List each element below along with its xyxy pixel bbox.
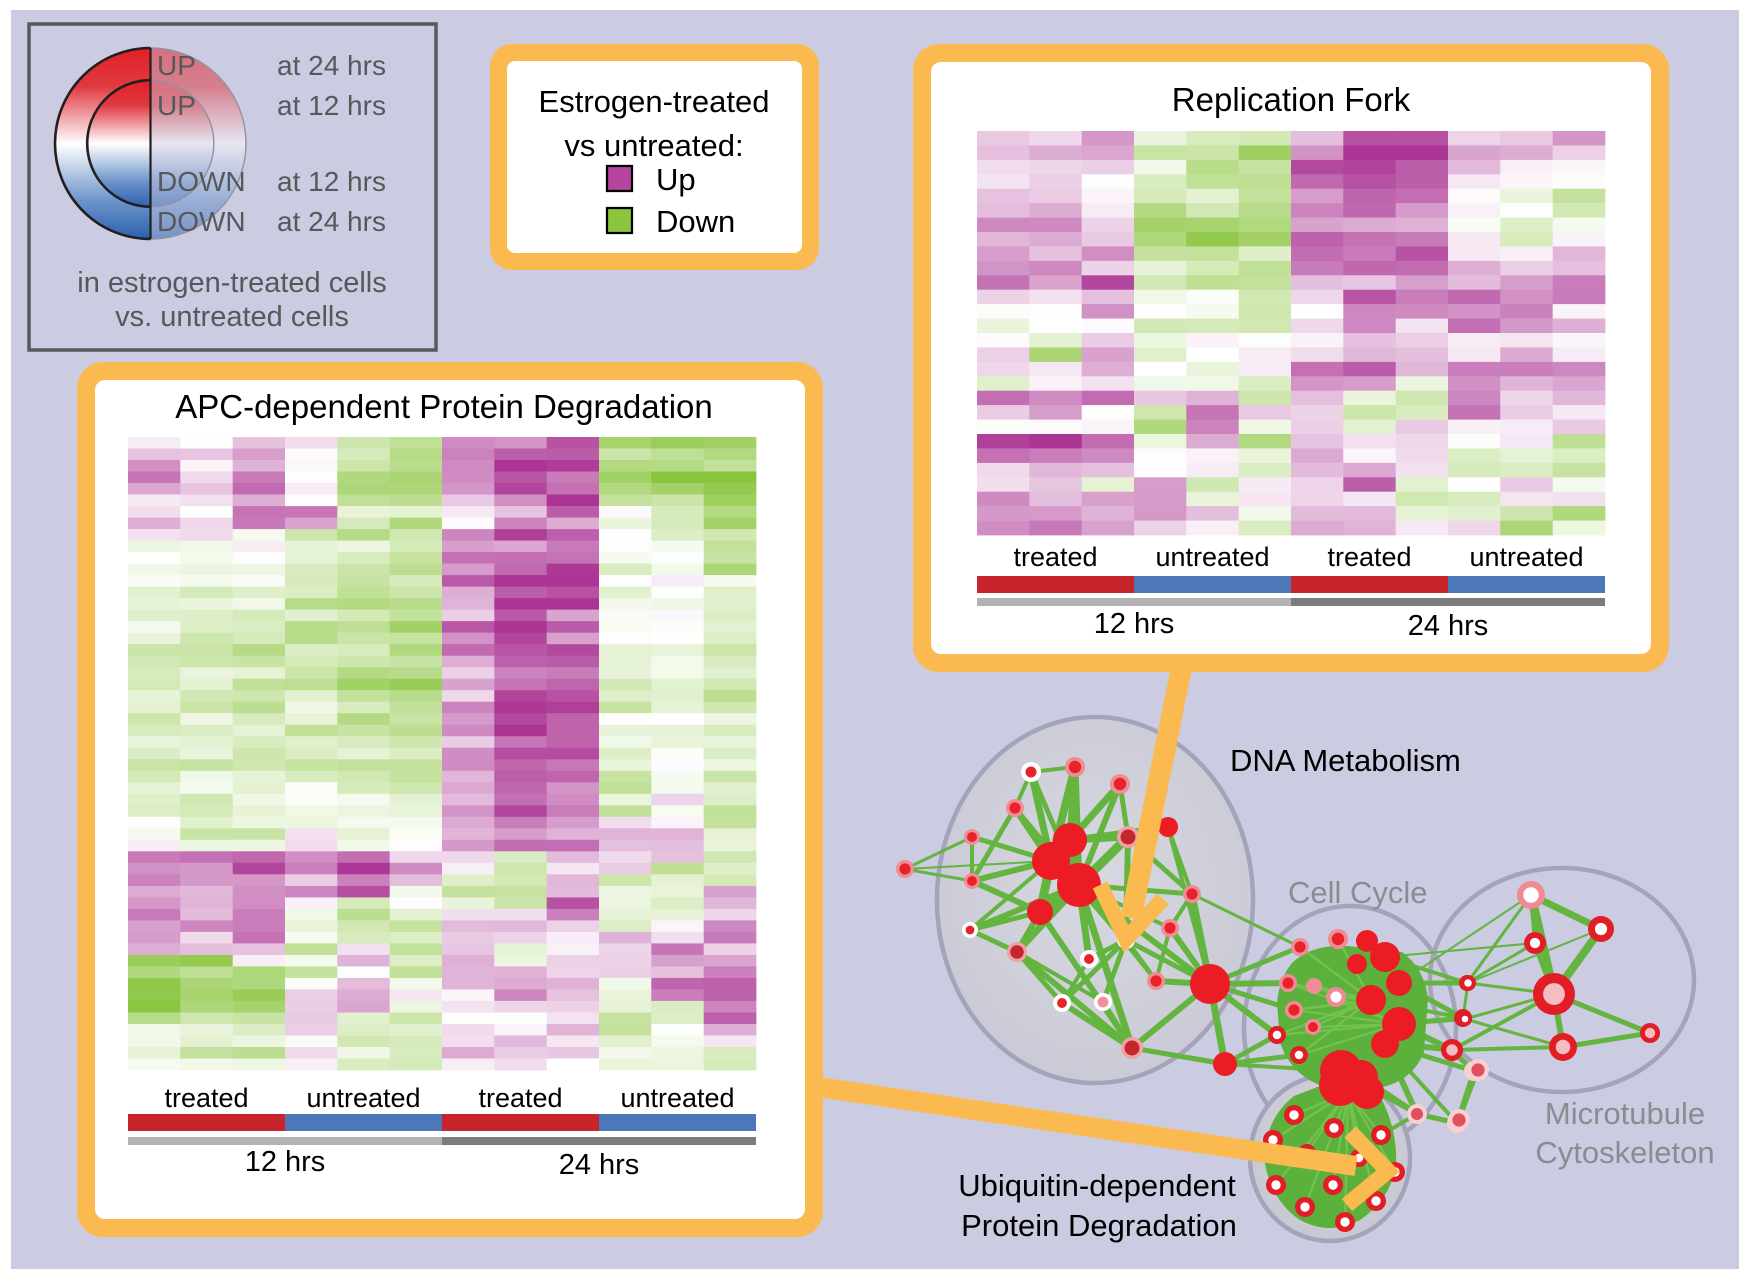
svg-text:vs untreated:: vs untreated: [564, 128, 743, 163]
svg-text:untreated: untreated [1155, 542, 1269, 572]
svg-text:treated: treated [164, 1083, 248, 1113]
svg-text:Down: Down [656, 204, 735, 239]
svg-text:Ubiquitin-dependent: Ubiquitin-dependent [958, 1168, 1236, 1203]
svg-text:Up: Up [656, 162, 696, 197]
svg-text:Microtubule: Microtubule [1545, 1096, 1705, 1131]
svg-text:treated: treated [1013, 542, 1097, 572]
svg-text:Protein Degradation: Protein Degradation [961, 1208, 1237, 1243]
svg-text:DNA Metabolism: DNA Metabolism [1230, 743, 1461, 778]
svg-text:12 hrs: 12 hrs [245, 1146, 326, 1178]
svg-text:treated: treated [478, 1083, 562, 1113]
svg-text:DOWN: DOWN [157, 206, 246, 237]
svg-text:untreated: untreated [1469, 542, 1583, 572]
svg-text:Replication Fork: Replication Fork [1172, 81, 1411, 118]
svg-text:Cytoskeleton: Cytoskeleton [1535, 1135, 1714, 1170]
svg-text:at 12 hrs: at 12 hrs [277, 90, 386, 121]
svg-text:UP: UP [157, 50, 196, 81]
svg-text:in estrogen-treated cells: in estrogen-treated cells [77, 267, 387, 299]
svg-text:DOWN: DOWN [157, 166, 246, 197]
svg-text:24 hrs: 24 hrs [559, 1149, 640, 1181]
svg-text:APC-dependent Protein Degradat: APC-dependent Protein Degradation [175, 388, 713, 425]
svg-text:UP: UP [157, 90, 196, 121]
svg-text:at 24 hrs: at 24 hrs [277, 206, 386, 237]
svg-text:treated: treated [1327, 542, 1411, 572]
svg-text:vs. untreated cells: vs. untreated cells [115, 301, 349, 333]
svg-text:untreated: untreated [306, 1083, 420, 1113]
svg-text:Cell Cycle: Cell Cycle [1288, 875, 1428, 910]
svg-text:Estrogen-treated: Estrogen-treated [539, 84, 770, 119]
svg-text:12 hrs: 12 hrs [1094, 608, 1175, 640]
svg-text:24 hrs: 24 hrs [1408, 610, 1489, 642]
svg-text:at 12 hrs: at 12 hrs [277, 166, 386, 197]
svg-text:untreated: untreated [620, 1083, 734, 1113]
svg-text:at 24 hrs: at 24 hrs [277, 50, 386, 81]
